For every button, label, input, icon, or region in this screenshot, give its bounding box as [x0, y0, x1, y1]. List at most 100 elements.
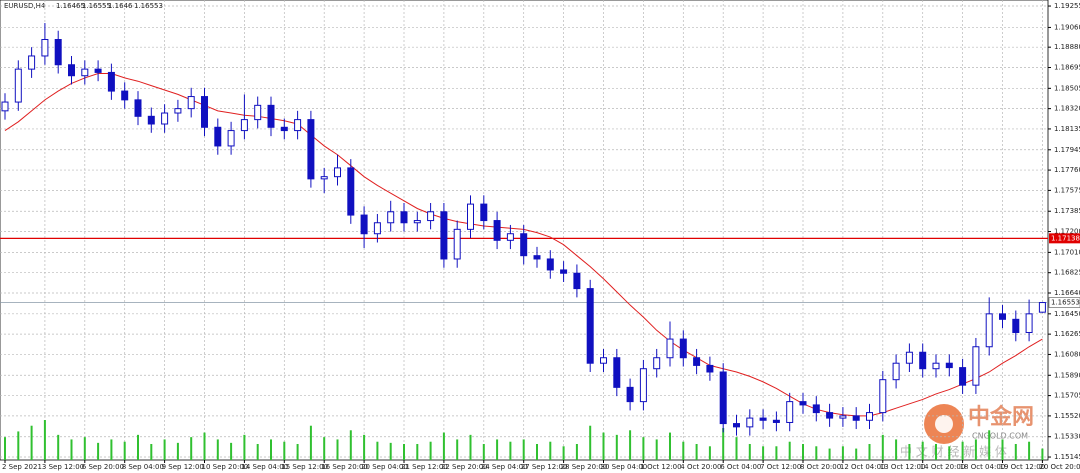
x-tick-label: 7 Oct 12:00	[760, 463, 801, 471]
x-tick-label: 3 Sep 12:00	[42, 463, 84, 471]
candle-body	[533, 255, 541, 260]
candle-body	[666, 338, 674, 359]
volume-bar	[1001, 439, 1004, 460]
volume-bar	[376, 441, 379, 460]
x-tick-label: 14 Sep 04:00	[241, 463, 288, 471]
candle-body	[453, 228, 461, 260]
volume-bar	[895, 439, 898, 460]
y-tick-label: 1.18695	[1054, 63, 1080, 71]
y-tick-label: 1.16265	[1054, 330, 1080, 338]
ohlc-high: 1.16555	[82, 2, 111, 10]
volume-bar	[137, 434, 139, 460]
volume-bar	[1014, 444, 1017, 460]
volume-bar	[788, 441, 791, 460]
volume-bar	[389, 442, 392, 460]
x-tick-label: 22 Sep 20:00	[441, 463, 488, 471]
volume-bar	[562, 446, 565, 460]
candle-body	[201, 96, 208, 128]
candle-body	[440, 211, 448, 260]
x-tick-label: 13 Oct 12:00	[880, 463, 926, 471]
y-tick-label: 1.15145	[1054, 453, 1080, 461]
x-tick-label: 27 Sep 12:00	[521, 463, 568, 471]
candle-body	[772, 419, 780, 423]
volume-bar	[283, 441, 286, 460]
volume-bar	[1041, 448, 1044, 460]
level-label-bg	[1049, 233, 1080, 244]
volume-bar	[602, 432, 605, 460]
candle-body	[546, 258, 554, 271]
x-tick-label: 1 Oct 12:00	[640, 463, 681, 471]
volume-bar	[17, 431, 20, 460]
volume-bar	[802, 444, 804, 460]
candle-body	[267, 104, 275, 128]
x-tick-label: 19 Oct 12:00	[1000, 463, 1046, 471]
volume-bar	[349, 430, 352, 460]
volume-bar	[855, 448, 858, 460]
candle-body	[347, 167, 355, 216]
y-tick-label: 1.15520	[1054, 412, 1080, 420]
volume-bar	[496, 439, 499, 460]
candle-body	[81, 68, 89, 77]
volume-bar	[1028, 441, 1031, 460]
candle-body	[373, 222, 381, 235]
volume-bar	[735, 437, 738, 460]
candle-body	[427, 211, 435, 222]
x-tick-label: 30 Sep 04:00	[601, 463, 648, 471]
x-tick-label: 28 Sep 20:00	[561, 463, 608, 471]
candle-body	[280, 126, 288, 132]
candle-body	[852, 415, 860, 421]
candle-body	[573, 272, 581, 290]
candle-body	[467, 203, 474, 230]
volume-bar	[323, 437, 326, 460]
watermark-title: 中金网	[968, 404, 1034, 430]
x-tick-label: 2 Sep 2021	[2, 463, 42, 471]
volume-bar	[881, 434, 884, 460]
candle-body	[799, 401, 807, 406]
volume-bar	[163, 439, 166, 460]
volume-bar	[575, 444, 578, 460]
volume-bar	[469, 434, 472, 460]
y-tick-label: 1.17010	[1054, 248, 1080, 256]
volume-bar	[549, 441, 552, 460]
volume-bar	[403, 444, 405, 460]
x-tick-label: 20 Oct 20:00	[1039, 463, 1080, 471]
candle-body	[600, 357, 607, 364]
volume-bar	[908, 444, 911, 460]
volume-bar	[748, 444, 751, 460]
volume-bar	[482, 444, 485, 460]
candle-body	[812, 404, 820, 414]
candle-body	[985, 313, 993, 348]
y-tick-label: 1.17760	[1054, 166, 1080, 174]
volume-bar	[57, 434, 60, 460]
y-tick-label: 1.15890	[1054, 371, 1080, 379]
x-tick-label: 8 Oct 20:00	[800, 463, 841, 471]
volume-bar	[203, 432, 206, 460]
candle-body	[41, 39, 49, 57]
watermark-tagline: 中 文 财 经 新 媒 体	[900, 444, 1007, 459]
volume-bar	[695, 444, 698, 460]
volume-bar	[309, 425, 312, 460]
volume-bar	[256, 444, 259, 460]
volume-bar	[296, 444, 299, 460]
current-price-label: 1.16553	[1051, 299, 1080, 307]
candle-body	[14, 68, 22, 103]
y-tick-label: 1.19255	[1054, 2, 1080, 10]
volume-bar	[4, 437, 6, 460]
candle-body	[334, 167, 341, 178]
volume-bar	[722, 428, 725, 460]
candle-body	[733, 423, 740, 428]
candle-body	[959, 367, 967, 386]
x-tick-label: 12 Oct 04:00	[840, 463, 886, 471]
volume-bar	[669, 432, 671, 460]
volume-bar	[509, 441, 512, 460]
volume-bar	[416, 444, 419, 460]
candle-body	[972, 346, 980, 386]
volume-bar	[921, 441, 924, 460]
candle-body	[945, 362, 953, 369]
candle-body	[121, 90, 129, 101]
candle-body	[68, 64, 75, 77]
volume-bar	[363, 434, 366, 460]
ohlc-low: 1.1646	[108, 2, 133, 10]
volume-bar	[655, 439, 658, 460]
watermark-subtitle: CNGOLD.COM	[972, 432, 1028, 441]
